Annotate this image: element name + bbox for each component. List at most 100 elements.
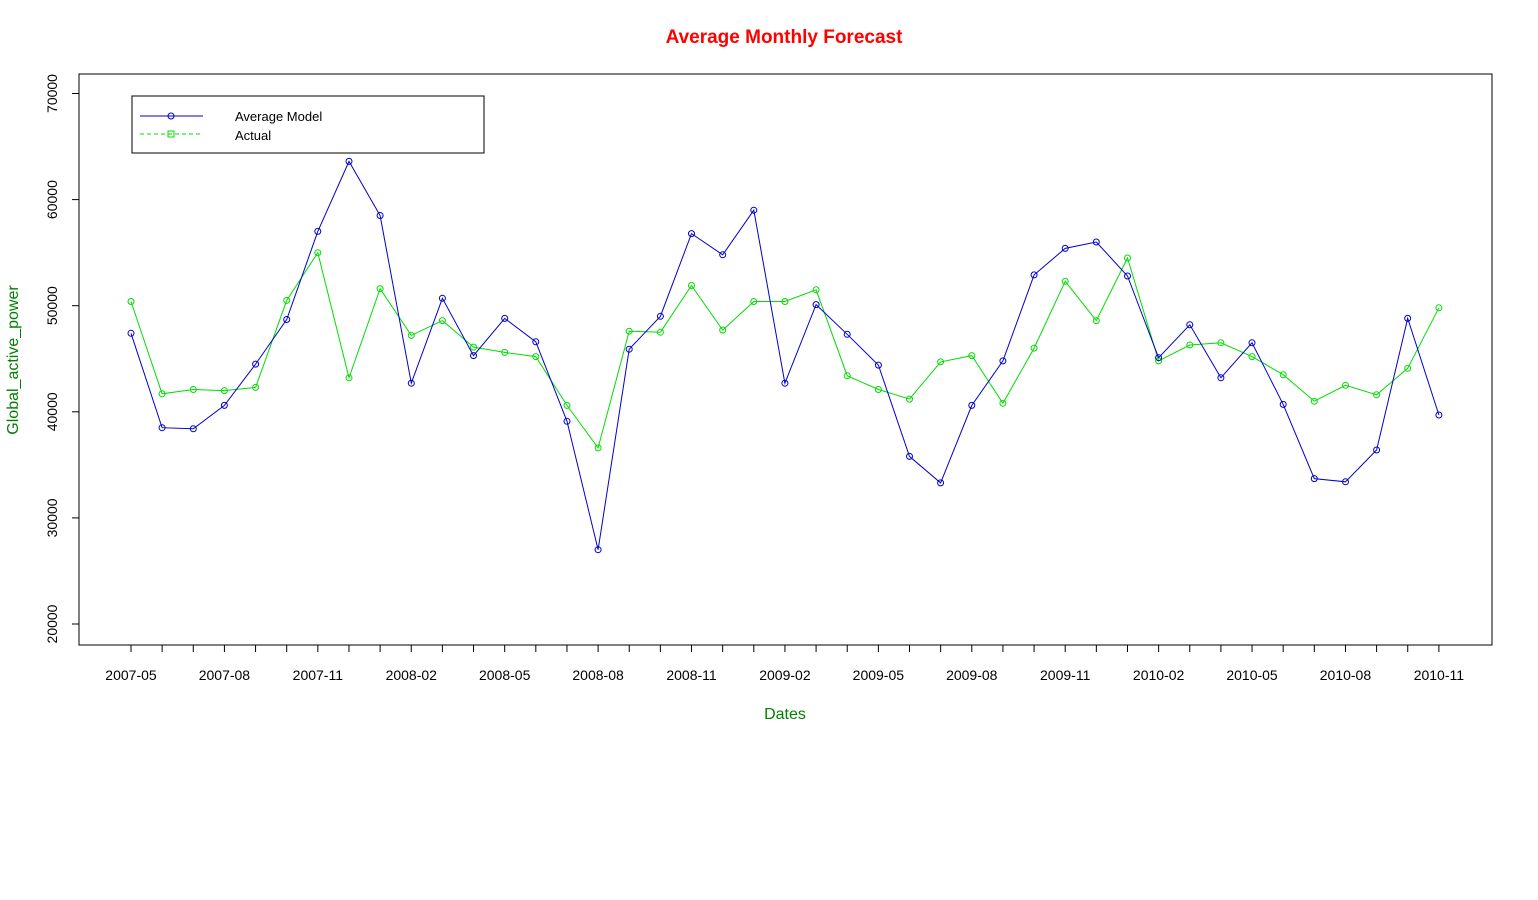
data-point-average-model xyxy=(750,206,758,214)
y-tick-label: 60000 xyxy=(44,180,60,219)
data-point-average-model xyxy=(345,157,353,165)
data-point-actual xyxy=(781,298,789,305)
data-point-average-model xyxy=(501,314,509,322)
legend-label-average-model: Average Model xyxy=(235,109,322,124)
data-point-average-model xyxy=(1124,272,1131,280)
data-point-average-model xyxy=(1435,411,1443,419)
data-point-average-model xyxy=(1310,475,1318,483)
data-point-actual xyxy=(532,353,540,361)
legend: Average Model Actual xyxy=(131,95,485,154)
data-point-actual xyxy=(376,285,384,293)
x-tick-label: 2007-05 xyxy=(105,667,157,683)
data-point-average-model xyxy=(189,425,197,433)
x-tick-label: 2007-11 xyxy=(293,667,344,683)
x-tick-label: 2010-02 xyxy=(1133,667,1185,683)
data-point-average-model xyxy=(1248,339,1256,347)
x-axis: 2007-05 2007-08 2007-11 2008-02 2008-05 2008-… xyxy=(105,644,1464,683)
y-tick-label: 20000 xyxy=(44,604,60,643)
data-point-actual xyxy=(874,386,882,393)
data-point-actual xyxy=(656,328,664,336)
data-point-actual xyxy=(407,331,415,339)
data-point-average-model xyxy=(1373,446,1381,454)
data-point-actual xyxy=(625,327,633,335)
data-point-average-model xyxy=(656,312,664,320)
series-line-average-model xyxy=(130,160,1440,550)
data-point-average-model xyxy=(376,212,384,219)
data-point-actual xyxy=(750,298,758,305)
data-point-average-model xyxy=(532,338,540,346)
data-point-average-model xyxy=(407,379,415,387)
series-layer xyxy=(127,157,1443,554)
y-axis-label: Global_active_power xyxy=(5,285,22,435)
data-point-average-model xyxy=(1092,238,1100,246)
data-point-average-model xyxy=(1186,321,1194,329)
x-tick-label: 2008-08 xyxy=(572,667,624,683)
data-point-average-model xyxy=(158,424,166,432)
data-point-actual xyxy=(127,298,135,305)
data-point-average-model xyxy=(1155,354,1163,362)
x-tick-label: 2010-08 xyxy=(1320,667,1372,683)
x-tick-label: 2009-05 xyxy=(853,667,905,683)
data-point-actual xyxy=(812,286,820,294)
data-point-actual xyxy=(968,352,976,360)
data-point-average-model xyxy=(1342,478,1349,486)
data-point-average-model xyxy=(906,452,913,460)
data-point-actual xyxy=(563,401,571,409)
x-axis-label: Dates xyxy=(764,706,806,723)
data-point-actual xyxy=(220,387,228,395)
data-point-actual xyxy=(1124,254,1131,262)
x-tick-label: 2010-05 xyxy=(1226,667,1278,683)
data-point-actual xyxy=(1030,344,1038,352)
data-point-average-model xyxy=(314,227,322,235)
data-point-actual xyxy=(158,390,166,398)
data-point-actual xyxy=(1092,317,1100,325)
series-line-actual xyxy=(130,251,1440,450)
data-point-average-model xyxy=(1404,314,1412,322)
data-point-actual xyxy=(1279,371,1287,379)
legend-box xyxy=(131,95,485,154)
data-point-average-model xyxy=(874,361,882,369)
data-point-actual xyxy=(999,399,1007,407)
x-tick-label: 2009-02 xyxy=(759,667,811,683)
y-tick-label: 50000 xyxy=(44,286,60,325)
y-axis: 20000 30000 40000 50000 60000 70000 xyxy=(44,74,80,643)
data-point-actual xyxy=(1342,381,1349,389)
y-tick-label: 70000 xyxy=(44,74,60,113)
data-point-actual xyxy=(937,358,945,366)
data-point-actual xyxy=(438,317,446,325)
data-point-average-model xyxy=(968,401,976,409)
data-point-average-model xyxy=(781,379,789,387)
data-point-average-model xyxy=(812,301,820,309)
data-point-actual xyxy=(1248,353,1256,361)
data-point-actual xyxy=(189,386,197,393)
series-average-model xyxy=(127,157,1443,554)
series-actual xyxy=(127,249,1443,452)
y-tick-label: 40000 xyxy=(44,392,60,431)
data-point-average-model xyxy=(999,357,1007,365)
data-point-actual xyxy=(1373,391,1381,399)
data-point-average-model xyxy=(688,230,695,238)
data-point-average-model xyxy=(127,329,135,337)
data-point-actual xyxy=(594,444,602,452)
data-point-average-model xyxy=(283,316,291,323)
legend-marker-actual xyxy=(167,130,175,138)
data-point-actual xyxy=(1404,364,1412,372)
data-point-average-model xyxy=(719,251,727,259)
data-point-actual xyxy=(1186,341,1194,349)
data-point-average-model xyxy=(220,401,228,409)
data-point-actual xyxy=(501,348,509,356)
data-point-average-model xyxy=(937,479,945,487)
legend-label-actual: Actual xyxy=(235,128,271,143)
data-point-actual xyxy=(1310,397,1318,405)
x-tick-label: 2008-11 xyxy=(666,667,717,683)
legend-marker-average-model xyxy=(167,112,175,120)
data-point-actual xyxy=(314,249,322,257)
data-point-average-model xyxy=(563,417,571,425)
x-tick-label: 2008-02 xyxy=(386,667,438,683)
data-point-actual xyxy=(843,372,851,380)
data-point-actual xyxy=(1217,339,1225,347)
data-point-actual xyxy=(1435,304,1443,312)
data-point-average-model xyxy=(438,294,446,302)
x-tick-label: 2008-05 xyxy=(479,667,531,683)
